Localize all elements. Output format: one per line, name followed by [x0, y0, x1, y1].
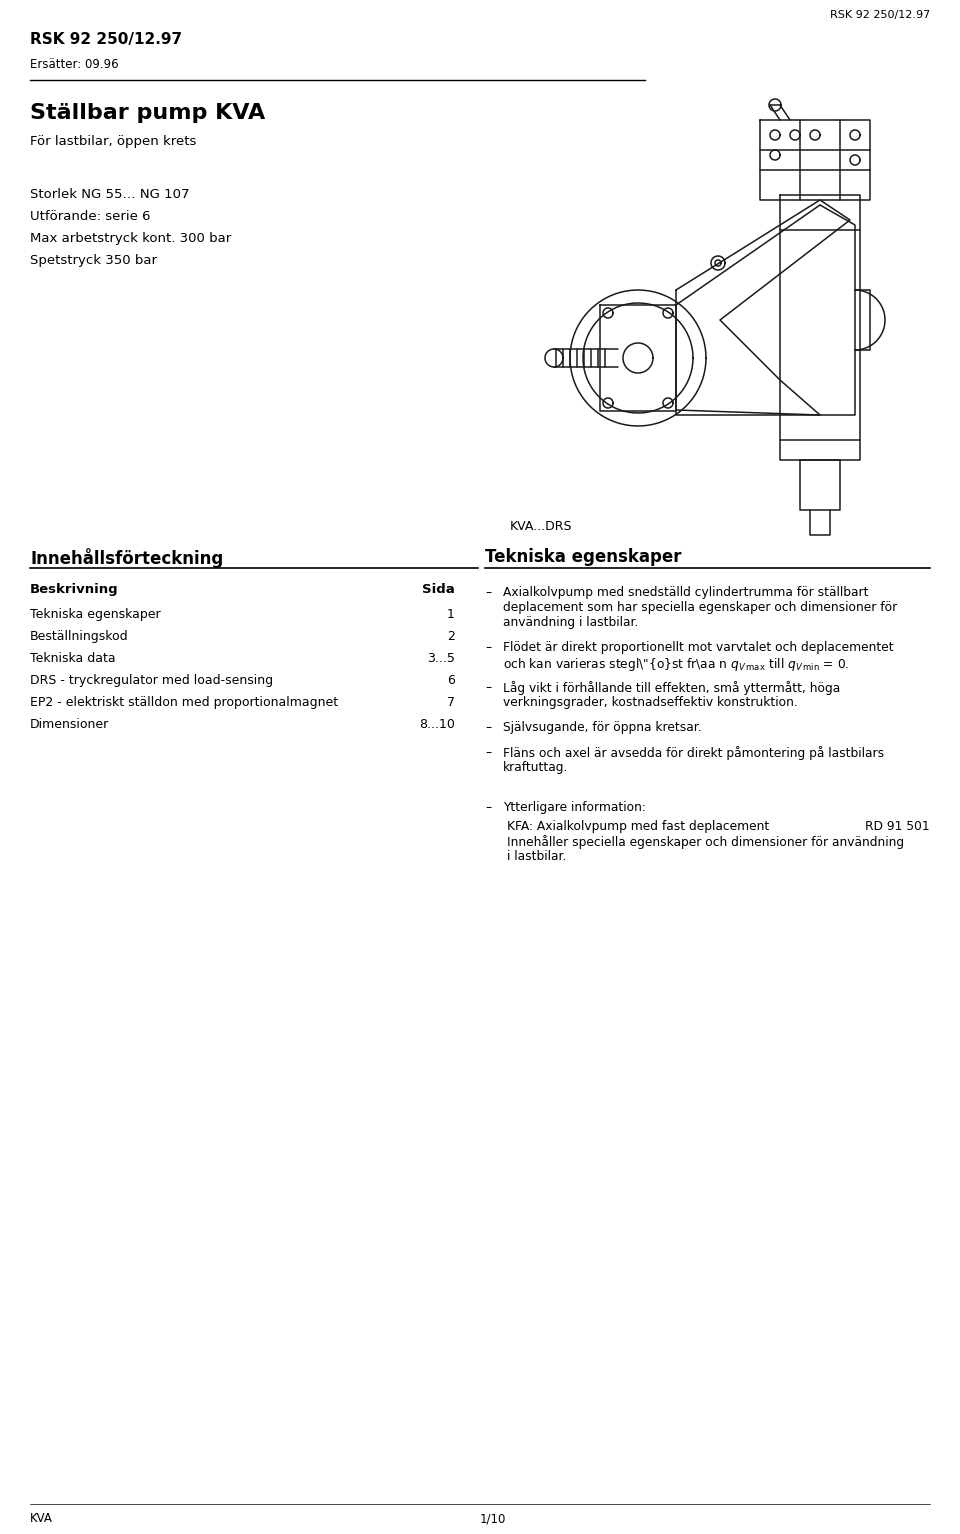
Text: i lastbilar.: i lastbilar.	[507, 850, 566, 864]
Text: Sida: Sida	[422, 583, 455, 597]
Text: –: –	[485, 641, 492, 653]
Text: användning i lastbilar.: användning i lastbilar.	[503, 617, 638, 629]
Text: Dimensioner: Dimensioner	[30, 718, 109, 732]
Text: 1/10: 1/10	[480, 1513, 506, 1525]
Text: –: –	[485, 681, 492, 693]
Text: 3...5: 3...5	[427, 652, 455, 666]
Text: EP2 - elektriskt ställdon med proportionalmagnet: EP2 - elektriskt ställdon med proportion…	[30, 696, 338, 709]
Text: RD 91 501: RD 91 501	[865, 821, 930, 833]
Text: Ställbar pump KVA: Ställbar pump KVA	[30, 103, 265, 123]
Text: 7: 7	[447, 696, 455, 709]
Text: Innehållsförteckning: Innehållsförteckning	[30, 548, 224, 568]
Text: Beställningskod: Beställningskod	[30, 630, 129, 643]
Text: RSK 92 250/12.97: RSK 92 250/12.97	[829, 11, 930, 20]
Text: 8...10: 8...10	[420, 718, 455, 732]
Text: Spetstryck 350 bar: Spetstryck 350 bar	[30, 255, 157, 267]
Text: KFA: Axialkolvpump med fast deplacement: KFA: Axialkolvpump med fast deplacement	[507, 821, 769, 833]
Text: –: –	[485, 721, 492, 733]
Text: deplacement som har speciella egenskaper och dimensioner för: deplacement som har speciella egenskaper…	[503, 601, 898, 614]
Text: verkningsgrader, kostnadseffektiv konstruktion.: verkningsgrader, kostnadseffektiv konstr…	[503, 696, 798, 709]
Text: Självsugande, för öppna kretsar.: Självsugande, för öppna kretsar.	[503, 721, 702, 733]
Text: Tekniska data: Tekniska data	[30, 652, 115, 666]
Text: 1: 1	[447, 607, 455, 621]
Text: KVA...DRS: KVA...DRS	[510, 520, 572, 532]
Text: DRS - tryckregulator med load-sensing: DRS - tryckregulator med load-sensing	[30, 673, 274, 687]
Text: –: –	[485, 586, 492, 598]
Text: Beskrivning: Beskrivning	[30, 583, 119, 597]
Text: Max arbetstryck kont. 300 bar: Max arbetstryck kont. 300 bar	[30, 232, 231, 245]
Text: Tekniska egenskaper: Tekniska egenskaper	[485, 548, 682, 566]
Text: Storlek NG 55… NG 107: Storlek NG 55… NG 107	[30, 189, 189, 201]
Text: Fläns och axel är avsedda för direkt påmontering på lastbilars: Fläns och axel är avsedda för direkt påm…	[503, 746, 884, 759]
Text: och kan varieras stegl\"{o}st fr\aa n $q_{V\,\mathrm{max}}$ till $q_{V\,\mathrm{: och kan varieras stegl\"{o}st fr\aa n $q…	[503, 657, 850, 673]
Text: RSK 92 250/12.97: RSK 92 250/12.97	[30, 32, 182, 48]
Text: KVA: KVA	[30, 1513, 53, 1525]
Text: Låg vikt i förhållande till effekten, små yttermått, höga: Låg vikt i förhållande till effekten, sm…	[503, 681, 840, 695]
Text: –: –	[485, 801, 492, 815]
Text: Innehåller speciella egenskaper och dimensioner för användning: Innehåller speciella egenskaper och dime…	[507, 834, 904, 848]
Text: 6: 6	[447, 673, 455, 687]
Text: 2: 2	[447, 630, 455, 643]
Text: Flödet är direkt proportionellt mot varvtalet och deplacementet: Flödet är direkt proportionellt mot varv…	[503, 641, 894, 653]
Text: Ytterligare information:: Ytterligare information:	[503, 801, 646, 815]
Text: kraftuttag.: kraftuttag.	[503, 761, 568, 775]
Text: Ersätter: 09.96: Ersätter: 09.96	[30, 58, 119, 71]
Text: För lastbilar, öppen krets: För lastbilar, öppen krets	[30, 135, 197, 147]
Text: –: –	[485, 746, 492, 759]
Text: Utförande: serie 6: Utförande: serie 6	[30, 210, 151, 222]
Text: Axialkolvpump med snedställd cylindertrumma för ställbart: Axialkolvpump med snedställd cylindertru…	[503, 586, 869, 598]
Text: Tekniska egenskaper: Tekniska egenskaper	[30, 607, 160, 621]
